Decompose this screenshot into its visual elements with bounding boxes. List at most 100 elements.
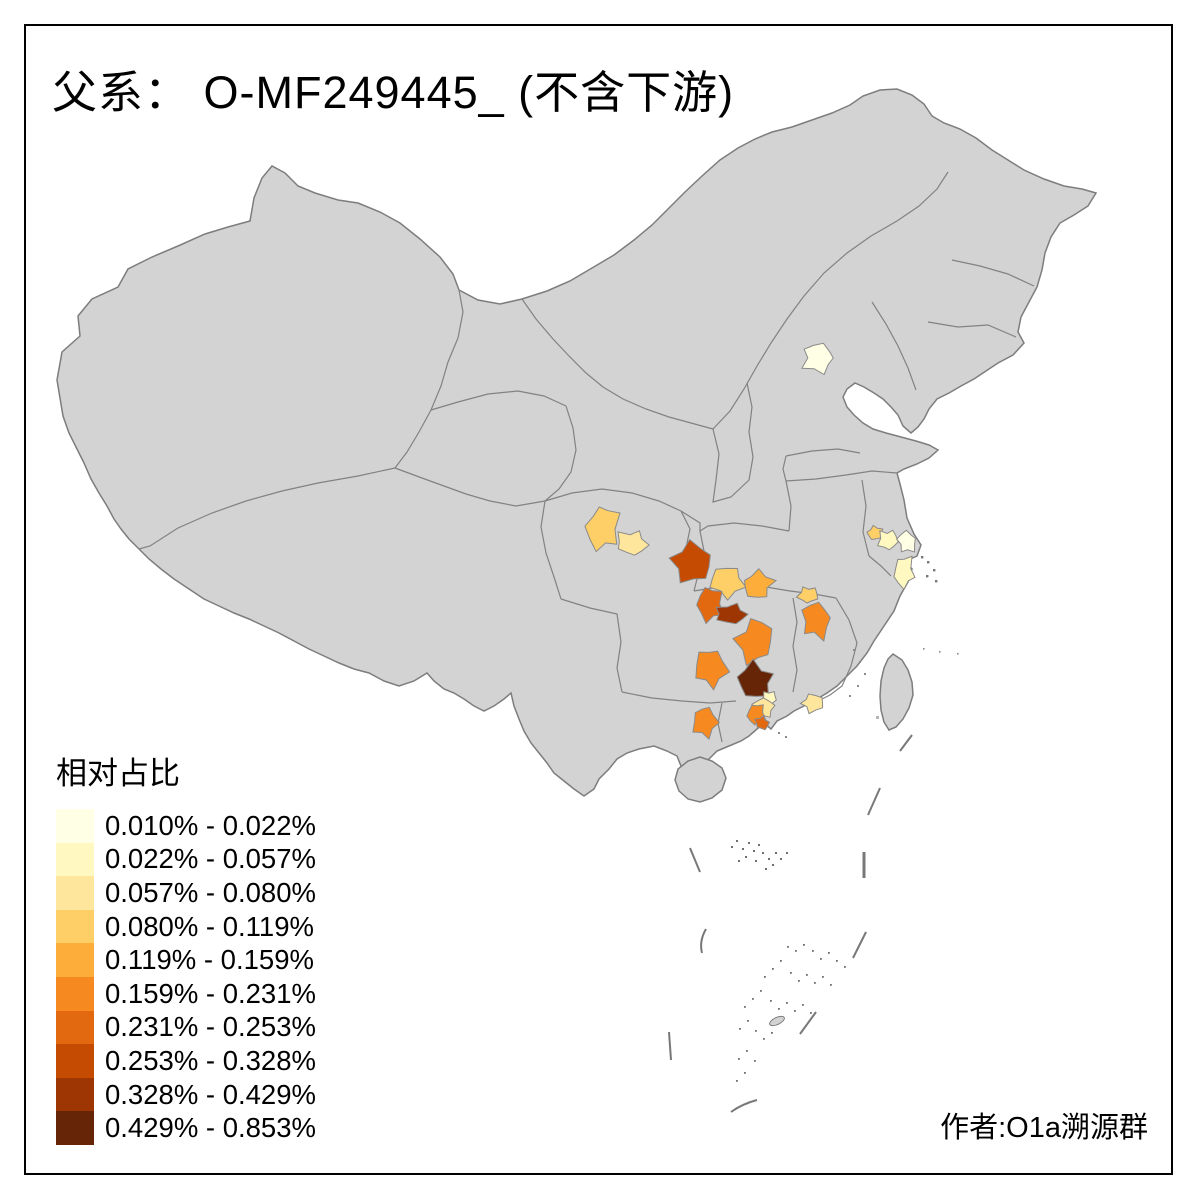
legend-row: 0.022% - 0.057% bbox=[56, 842, 316, 877]
islet-dot bbox=[787, 946, 789, 948]
islet-dot bbox=[754, 1060, 756, 1062]
islet-dot bbox=[739, 1028, 741, 1030]
islet-dot bbox=[933, 569, 936, 572]
islet-dot bbox=[806, 974, 808, 976]
islet-dot bbox=[822, 976, 824, 978]
islet-dot bbox=[785, 736, 787, 738]
region-jiangmen-area bbox=[754, 715, 771, 731]
islet-dot bbox=[742, 848, 744, 850]
islet-dot bbox=[771, 1032, 773, 1034]
islet-dot bbox=[786, 1002, 788, 1004]
islet-dot bbox=[772, 864, 774, 866]
islet-dot bbox=[939, 651, 941, 653]
legend-row: 0.119% - 0.159% bbox=[56, 943, 316, 977]
islet-dot bbox=[778, 732, 780, 734]
islet-dot bbox=[828, 952, 830, 954]
islet-dot bbox=[770, 1000, 772, 1002]
legend-label: 0.119% - 0.159% bbox=[105, 944, 314, 976]
islet-dot bbox=[755, 1030, 757, 1032]
legend-swatch bbox=[56, 842, 94, 877]
islet-dot bbox=[812, 950, 814, 952]
figure-title: 父系： O-MF249445_ (不含下游) bbox=[52, 67, 735, 118]
legend-swatch bbox=[56, 1044, 94, 1078]
region-hubei-south bbox=[743, 568, 778, 598]
islet-dot bbox=[775, 852, 777, 854]
legend-label: 0.231% - 0.253% bbox=[105, 1011, 316, 1043]
legend-swatch bbox=[56, 909, 94, 944]
pratas-islet bbox=[769, 1015, 785, 1027]
taiwan bbox=[879, 653, 914, 731]
islet-dot bbox=[927, 561, 930, 564]
region-chengdu-area bbox=[617, 530, 650, 556]
islet-dot bbox=[921, 556, 924, 559]
islet-dot bbox=[849, 695, 851, 697]
islet-dot bbox=[853, 649, 855, 651]
islet-dot bbox=[780, 858, 782, 860]
legend-label: 0.159% - 0.231% bbox=[105, 977, 316, 1009]
legend: 相对占比 0.010% - 0.022% 0.022% - 0.057% 0.057… bbox=[56, 748, 316, 1145]
islet-dot bbox=[764, 976, 766, 978]
islet-dot bbox=[794, 1010, 796, 1012]
legend-swatch bbox=[56, 876, 94, 910]
region-beijing bbox=[801, 342, 834, 376]
region-zhejiang-east bbox=[893, 555, 916, 591]
legend-swatch bbox=[56, 1077, 94, 1112]
islet-dot bbox=[772, 968, 774, 970]
region-jiangxi-west bbox=[801, 601, 831, 642]
region-shanghai-area bbox=[896, 529, 916, 553]
mainland-china bbox=[56, 88, 1098, 797]
islet-dot bbox=[857, 685, 859, 687]
islet-dot bbox=[738, 1058, 740, 1060]
nine-dash-line bbox=[668, 734, 913, 1113]
legend-swatch bbox=[56, 809, 94, 843]
hainan bbox=[674, 756, 727, 803]
islet-dot bbox=[753, 850, 755, 852]
province-borders bbox=[138, 171, 1035, 743]
legend-title: 相对占比 bbox=[56, 756, 180, 791]
islet-dot bbox=[844, 966, 846, 968]
island-dots bbox=[731, 556, 959, 1082]
islet-dot bbox=[780, 960, 782, 962]
islet-dot bbox=[762, 852, 764, 854]
legend-row: 0.231% - 0.253% bbox=[56, 1010, 316, 1045]
islet-dot bbox=[744, 1072, 746, 1074]
author-credit: 作者:O1a溯源群 bbox=[940, 1112, 1148, 1144]
region-guangdong-east bbox=[799, 693, 824, 715]
islet-dot bbox=[786, 852, 788, 854]
islet-dot bbox=[747, 1020, 749, 1022]
legend-label: 0.253% - 0.328% bbox=[105, 1044, 316, 1076]
legend-row: 0.328% - 0.429% bbox=[56, 1077, 316, 1112]
islet-dot bbox=[814, 982, 816, 984]
legend-label: 0.057% - 0.080% bbox=[105, 876, 316, 908]
islet-dot bbox=[778, 1008, 780, 1010]
islet-dot bbox=[745, 856, 747, 858]
islet-dot bbox=[746, 1050, 748, 1052]
legend-row: 0.080% - 0.119% bbox=[56, 909, 316, 944]
islet-dot bbox=[765, 868, 767, 870]
islet-dot bbox=[763, 1038, 765, 1040]
region-jiangsu-south bbox=[866, 524, 884, 541]
legend-row: 0.429% - 0.853% bbox=[56, 1111, 316, 1145]
islet-dot bbox=[830, 984, 832, 986]
islet-dot bbox=[926, 575, 929, 578]
region-sichuan-north bbox=[584, 506, 621, 553]
islet-dot bbox=[820, 958, 822, 960]
islet-dot bbox=[810, 1012, 812, 1014]
islet-dot bbox=[957, 653, 959, 655]
legend-label: 0.022% - 0.057% bbox=[105, 843, 316, 875]
islet-dot bbox=[736, 840, 738, 842]
legend-label: 0.080% - 0.119% bbox=[105, 910, 314, 942]
legend-row: 0.057% - 0.080% bbox=[56, 876, 316, 910]
islet-dot bbox=[748, 842, 750, 844]
region-guizhou-southeast bbox=[695, 650, 731, 691]
region-hubei-east bbox=[795, 586, 819, 604]
legend-rows: 0.010% - 0.022% 0.022% - 0.057% 0.057% - 0… bbox=[56, 809, 316, 1145]
islet-dot bbox=[935, 580, 938, 583]
legend-row: 0.159% - 0.231% bbox=[56, 976, 316, 1011]
islet-dot bbox=[803, 944, 805, 946]
islet-dot bbox=[744, 1006, 746, 1008]
islet-dot bbox=[790, 972, 792, 974]
legend-swatch bbox=[56, 943, 94, 977]
